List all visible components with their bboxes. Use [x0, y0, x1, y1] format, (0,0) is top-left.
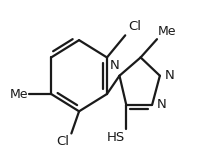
Text: Cl: Cl — [129, 20, 142, 33]
Text: N: N — [110, 59, 120, 72]
Text: Cl: Cl — [56, 135, 70, 148]
Text: Me: Me — [158, 25, 176, 38]
Text: Me: Me — [10, 88, 28, 101]
Text: HS: HS — [107, 131, 125, 144]
Text: N: N — [157, 98, 167, 111]
Text: N: N — [165, 69, 174, 82]
